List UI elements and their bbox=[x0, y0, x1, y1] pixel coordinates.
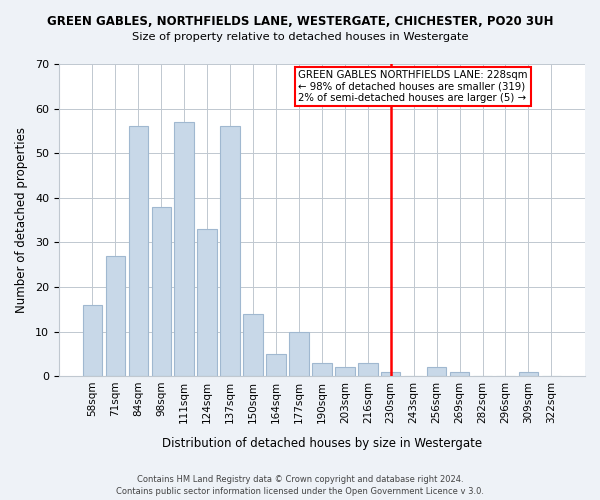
Bar bbox=[289, 332, 309, 376]
X-axis label: Distribution of detached houses by size in Westergate: Distribution of detached houses by size … bbox=[162, 437, 482, 450]
Text: Contains HM Land Registry data © Crown copyright and database right 2024.: Contains HM Land Registry data © Crown c… bbox=[137, 475, 463, 484]
Bar bbox=[427, 367, 446, 376]
Bar bbox=[175, 122, 194, 376]
Text: Size of property relative to detached houses in Westergate: Size of property relative to detached ho… bbox=[132, 32, 468, 42]
Bar bbox=[518, 372, 538, 376]
Bar bbox=[266, 354, 286, 376]
Bar bbox=[106, 256, 125, 376]
Bar bbox=[152, 206, 171, 376]
Text: GREEN GABLES NORTHFIELDS LANE: 228sqm
← 98% of detached houses are smaller (319): GREEN GABLES NORTHFIELDS LANE: 228sqm ← … bbox=[298, 70, 528, 103]
Bar bbox=[83, 305, 102, 376]
Bar bbox=[220, 126, 240, 376]
Text: GREEN GABLES, NORTHFIELDS LANE, WESTERGATE, CHICHESTER, PO20 3UH: GREEN GABLES, NORTHFIELDS LANE, WESTERGA… bbox=[47, 15, 553, 28]
Bar bbox=[358, 362, 377, 376]
Bar bbox=[335, 367, 355, 376]
Bar bbox=[244, 314, 263, 376]
Bar bbox=[128, 126, 148, 376]
Bar bbox=[312, 362, 332, 376]
Bar bbox=[197, 229, 217, 376]
Bar bbox=[381, 372, 400, 376]
Text: Contains public sector information licensed under the Open Government Licence v : Contains public sector information licen… bbox=[116, 487, 484, 496]
Bar bbox=[450, 372, 469, 376]
Y-axis label: Number of detached properties: Number of detached properties bbox=[15, 127, 28, 313]
